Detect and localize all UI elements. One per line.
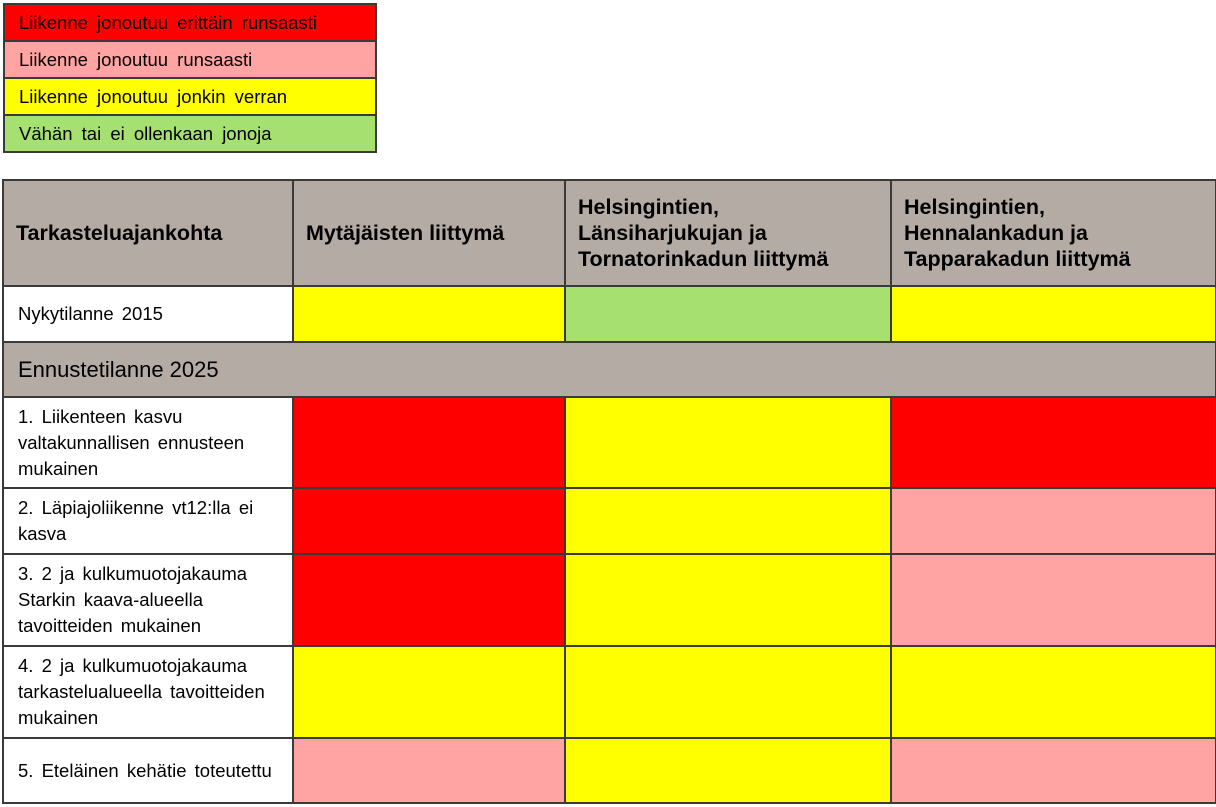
legend-label: Liikenne jonoutuu erittäin runsaasti [3,3,377,42]
status-cell [890,285,1216,343]
header-junction-3: Helsingintien, Hennalankadun ja Tapparak… [890,179,1216,287]
header-junction-1: Mytäjäisten liittymä [292,179,566,287]
status-cell [890,553,1216,647]
status-cell [292,645,566,739]
status-cell [564,396,892,489]
table-row: 3. 2 ja kulkumuotojakauma Starkin kaava-… [2,553,1216,647]
table-row: 5. Eteläinen kehätie toteutettu [2,737,1216,804]
row-label: 1. Liikenteen kasvu valtakunnallisen enn… [2,396,294,489]
status-cell [564,285,892,343]
legend-label: Liikenne jonoutuu jonkin verran [3,77,377,116]
table-row: 2. Läpiajoliikenne vt12:lla ei kasva [2,487,1216,555]
row-label: 4. 2 ja kulkumuotojakauma tarkastelualue… [2,645,294,739]
status-cell [564,487,892,555]
legend-label: Vähän tai ei ollenkaan jonoja [3,114,377,153]
status-cell [292,487,566,555]
status-cell [564,737,892,804]
legend-item-some: Liikenne jonoutuu jonkin verran [3,77,377,116]
row-label: 5. Eteläinen kehätie toteutettu [2,737,294,804]
status-cell [292,737,566,804]
section-row: Ennustetilanne 2025 [2,341,1216,398]
legend: Liikenne jonoutuu erittäin runsaasti Lii… [3,3,377,153]
status-cell [292,396,566,489]
legend-label: Liikenne jonoutuu runsaasti [3,40,377,79]
status-cell [890,645,1216,739]
legend-item-very-heavy: Liikenne jonoutuu erittäin runsaasti [3,3,377,42]
row-label: 3. 2 ja kulkumuotojakauma Starkin kaava-… [2,553,294,647]
status-cell [564,645,892,739]
status-cell [292,285,566,343]
status-cell [564,553,892,647]
table-row-current: Nykytilanne 2015 [2,285,1216,343]
queue-status-table: Tarkasteluajankohta Mytäjäisten liittymä… [2,179,1216,804]
row-label: 2. Läpiajoliikenne vt12:lla ei kasva [2,487,294,555]
status-cell [890,487,1216,555]
status-cell [292,553,566,647]
table-row: 4. 2 ja kulkumuotojakauma tarkastelualue… [2,645,1216,739]
status-cell [890,396,1216,489]
legend-item-little: Vähän tai ei ollenkaan jonoja [3,114,377,153]
header-time: Tarkasteluajankohta [2,179,294,287]
legend-item-heavy: Liikenne jonoutuu runsaasti [3,40,377,79]
table-row: 1. Liikenteen kasvu valtakunnallisen enn… [2,396,1216,489]
header-row: Tarkasteluajankohta Mytäjäisten liittymä… [2,179,1216,287]
status-cell [890,737,1216,804]
row-label: Nykytilanne 2015 [2,285,294,343]
header-junction-2: Helsingintien, Länsiharjukujan ja Tornat… [564,179,892,287]
section-title: Ennustetilanne 2025 [2,341,1216,398]
